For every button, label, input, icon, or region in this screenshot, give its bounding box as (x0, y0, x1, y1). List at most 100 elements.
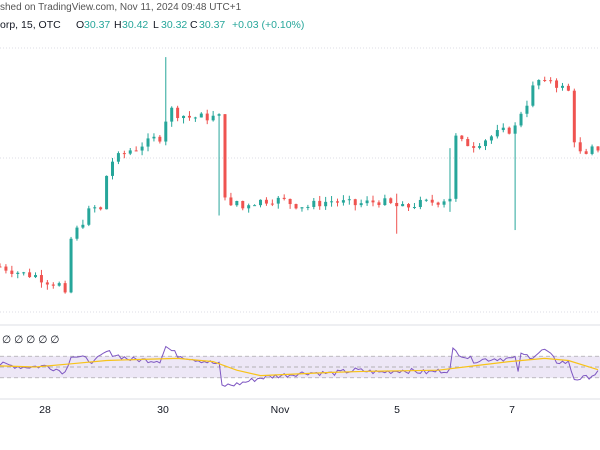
candle[interactable] (566, 83, 570, 92)
candle[interactable] (10, 265, 14, 278)
candle[interactable] (288, 198, 292, 209)
candle[interactable] (45, 279, 49, 290)
candle[interactable] (99, 206, 103, 211)
candle[interactable] (531, 81, 535, 108)
candle[interactable] (537, 79, 541, 90)
candle[interactable] (347, 195, 351, 205)
candle[interactable] (276, 196, 280, 209)
candle[interactable] (16, 271, 20, 279)
candle[interactable] (484, 139, 488, 151)
candle[interactable] (371, 195, 375, 207)
candle[interactable] (0, 263, 2, 268)
candle[interactable] (182, 115, 186, 124)
candle[interactable] (590, 144, 594, 156)
candle[interactable] (259, 199, 263, 208)
candle[interactable] (466, 136, 470, 147)
candle[interactable] (193, 116, 197, 122)
candle[interactable] (134, 146, 138, 152)
candle[interactable] (22, 271, 26, 276)
candle[interactable] (460, 135, 464, 142)
candle[interactable] (389, 197, 393, 205)
candle[interactable] (116, 151, 120, 165)
candle[interactable] (572, 88, 576, 148)
candle[interactable] (140, 142, 144, 156)
candle[interactable] (211, 110, 215, 122)
candle[interactable] (205, 109, 209, 125)
rsi-pane[interactable] (0, 345, 600, 387)
candle[interactable] (318, 195, 322, 210)
candle[interactable] (330, 196, 334, 207)
candle[interactable] (424, 198, 428, 202)
candle[interactable] (549, 77, 553, 84)
candle[interactable] (235, 200, 239, 207)
candle[interactable] (300, 207, 304, 212)
candle[interactable] (578, 137, 582, 154)
candle[interactable] (241, 200, 245, 211)
candle[interactable] (495, 124, 499, 139)
candle[interactable] (128, 148, 132, 156)
candle[interactable] (519, 111, 523, 128)
candle[interactable] (223, 114, 227, 201)
candle[interactable] (341, 195, 345, 206)
candle[interactable] (217, 113, 221, 216)
candle[interactable] (110, 157, 114, 180)
candle[interactable] (152, 133, 156, 142)
candle[interactable] (560, 82, 564, 91)
candle[interactable] (489, 135, 493, 144)
candle[interactable] (377, 200, 381, 208)
candle[interactable] (294, 203, 298, 210)
candle[interactable] (105, 175, 109, 210)
candle[interactable] (472, 142, 476, 153)
candle[interactable] (418, 196, 422, 210)
candle[interactable] (170, 106, 174, 127)
candle[interactable] (247, 203, 251, 213)
price-candles[interactable] (0, 57, 600, 294)
candle[interactable] (253, 204, 257, 207)
candle[interactable] (555, 78, 559, 93)
candle[interactable] (187, 111, 191, 121)
candle[interactable] (81, 219, 85, 229)
candle[interactable] (199, 112, 203, 118)
candle[interactable] (478, 143, 482, 150)
candle[interactable] (543, 76, 547, 83)
candle[interactable] (401, 201, 405, 207)
candle[interactable] (146, 133, 150, 152)
candle[interactable] (513, 122, 517, 231)
candle[interactable] (412, 202, 416, 210)
candle[interactable] (442, 199, 446, 208)
candle[interactable] (282, 194, 286, 201)
candle[interactable] (430, 194, 434, 206)
rsi-ma-line[interactable] (0, 357, 599, 377)
candle[interactable] (596, 146, 600, 153)
candle[interactable] (383, 194, 387, 206)
candle[interactable] (306, 204, 310, 211)
candle[interactable] (34, 272, 38, 279)
candle[interactable] (359, 199, 363, 208)
candle[interactable] (365, 196, 369, 206)
candle[interactable] (395, 193, 399, 234)
candle[interactable] (4, 264, 8, 274)
candle[interactable] (448, 148, 452, 212)
candle[interactable] (324, 196, 328, 210)
candle[interactable] (164, 57, 168, 146)
candle[interactable] (75, 225, 79, 241)
candle[interactable] (28, 268, 32, 278)
candle[interactable] (93, 205, 97, 213)
candle[interactable] (525, 100, 529, 118)
candle[interactable] (454, 133, 458, 202)
candle[interactable] (158, 135, 162, 144)
candle[interactable] (335, 198, 339, 207)
candle[interactable] (436, 201, 440, 208)
candle[interactable] (501, 123, 505, 133)
candle[interactable] (584, 148, 588, 155)
candle[interactable] (507, 126, 511, 135)
candle[interactable] (229, 192, 233, 207)
candle[interactable] (39, 269, 43, 288)
candle[interactable] (353, 198, 357, 211)
candle[interactable] (407, 203, 411, 212)
candle[interactable] (176, 105, 180, 122)
candle[interactable] (122, 150, 126, 159)
candle[interactable] (312, 197, 316, 210)
candle[interactable] (63, 280, 67, 294)
candle[interactable] (57, 281, 61, 287)
